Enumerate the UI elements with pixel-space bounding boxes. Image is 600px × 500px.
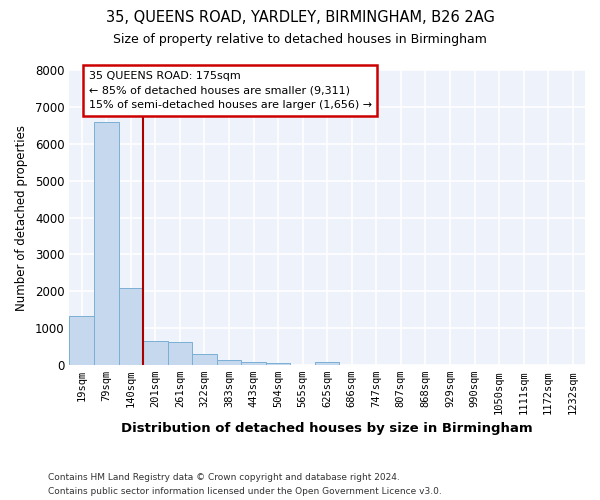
Text: Contains HM Land Registry data © Crown copyright and database right 2024.: Contains HM Land Registry data © Crown c… bbox=[48, 472, 400, 482]
Bar bbox=[119, 288, 143, 365]
Bar bbox=[241, 362, 266, 365]
Text: Size of property relative to detached houses in Birmingham: Size of property relative to detached ho… bbox=[113, 32, 487, 46]
X-axis label: Distribution of detached houses by size in Birmingham: Distribution of detached houses by size … bbox=[121, 422, 533, 435]
Text: Contains public sector information licensed under the Open Government Licence v3: Contains public sector information licen… bbox=[48, 488, 442, 496]
Text: 35, QUEENS ROAD, YARDLEY, BIRMINGHAM, B26 2AG: 35, QUEENS ROAD, YARDLEY, BIRMINGHAM, B2… bbox=[106, 10, 494, 25]
Y-axis label: Number of detached properties: Number of detached properties bbox=[15, 124, 28, 310]
Text: 35 QUEENS ROAD: 175sqm
← 85% of detached houses are smaller (9,311)
15% of semi-: 35 QUEENS ROAD: 175sqm ← 85% of detached… bbox=[89, 70, 372, 110]
Bar bbox=[217, 360, 241, 365]
Bar bbox=[192, 354, 217, 365]
Bar bbox=[266, 363, 290, 365]
Bar bbox=[94, 122, 119, 365]
Bar bbox=[315, 362, 340, 365]
Bar bbox=[70, 316, 94, 365]
Bar bbox=[143, 341, 167, 365]
Bar bbox=[167, 342, 192, 365]
